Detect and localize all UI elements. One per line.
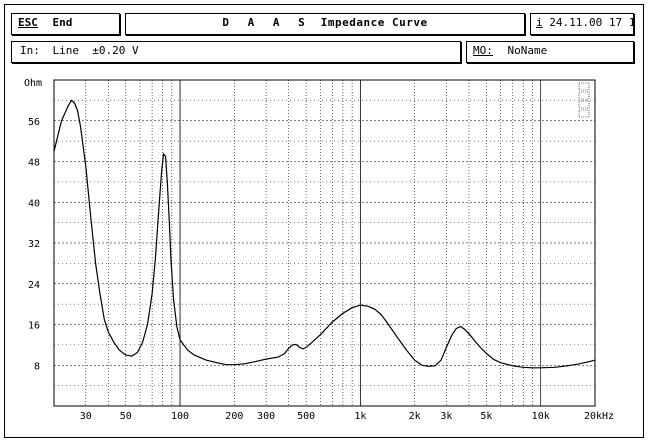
- x-tick-label: 300: [257, 411, 275, 422]
- x-tick-label: 500: [297, 411, 315, 422]
- x-tick-label: 3k: [440, 411, 452, 422]
- input-label: In:: [20, 44, 40, 57]
- x-tick-label: 200: [225, 411, 243, 422]
- x-tick-label: 20kHz: [584, 411, 614, 422]
- y-tick-label: 48: [28, 158, 40, 169]
- tick-labels: 8 16 24 32 40 48 56 30 50 100 200 300 500 1k 2k 3k 5k 10k…: [28, 117, 614, 422]
- x-tick-label: 2k: [409, 411, 421, 422]
- input-settings-bar[interactable]: In: Line ±0.20 V: [11, 41, 461, 63]
- time-label: 17 13: [608, 16, 633, 29]
- info-icon[interactable]: i: [536, 16, 543, 29]
- x-tick-label: 100: [171, 411, 189, 422]
- page-title: Impedance Curve: [320, 16, 428, 29]
- esc-button[interactable]: ESC: [18, 16, 38, 29]
- y-unit-label: Ohm: [24, 78, 43, 89]
- x-tick-label: 50: [120, 411, 132, 422]
- app-name: D A A S: [222, 16, 311, 29]
- y-tick-label: 32: [28, 239, 40, 250]
- scroll-indicator: [578, 82, 590, 118]
- y-tick-label: 8: [34, 361, 40, 372]
- y-tick-label: 24: [28, 280, 40, 291]
- y-tick-label: 40: [28, 198, 40, 209]
- scroll-indicator-cell: [578, 82, 590, 91]
- app-title: D A A S Impedance Curve: [222, 16, 427, 29]
- y-tick-label: 56: [28, 117, 40, 128]
- x-tick-label: 30: [80, 411, 92, 422]
- input-value: Line ±0.20 V: [52, 44, 139, 57]
- scroll-indicator-cell: [578, 100, 590, 109]
- y-tick-label: 16: [28, 321, 40, 332]
- grid-lines: [54, 80, 595, 406]
- end-button[interactable]: End: [52, 16, 73, 29]
- date-time-panel: i 24.11.00 17 13: [530, 13, 634, 35]
- title-bar: D A A S Impedance Curve: [125, 13, 525, 35]
- scroll-indicator-cell: [578, 109, 590, 118]
- esc-end-panel: ESC End: [11, 13, 120, 35]
- mo-bar[interactable]: MO: NoName: [466, 41, 634, 63]
- app-frame: [4, 4, 644, 438]
- x-tick-label: 10k: [532, 411, 550, 422]
- impedance-curve: [53, 99, 596, 369]
- date-label: 24.11.00: [549, 16, 603, 29]
- mo-label: MO:: [473, 44, 493, 57]
- x-tick-label: 5k: [480, 411, 492, 422]
- x-tick-label: 1k: [354, 411, 366, 422]
- mo-value: NoName: [507, 44, 548, 57]
- scroll-indicator-cell: [578, 91, 590, 100]
